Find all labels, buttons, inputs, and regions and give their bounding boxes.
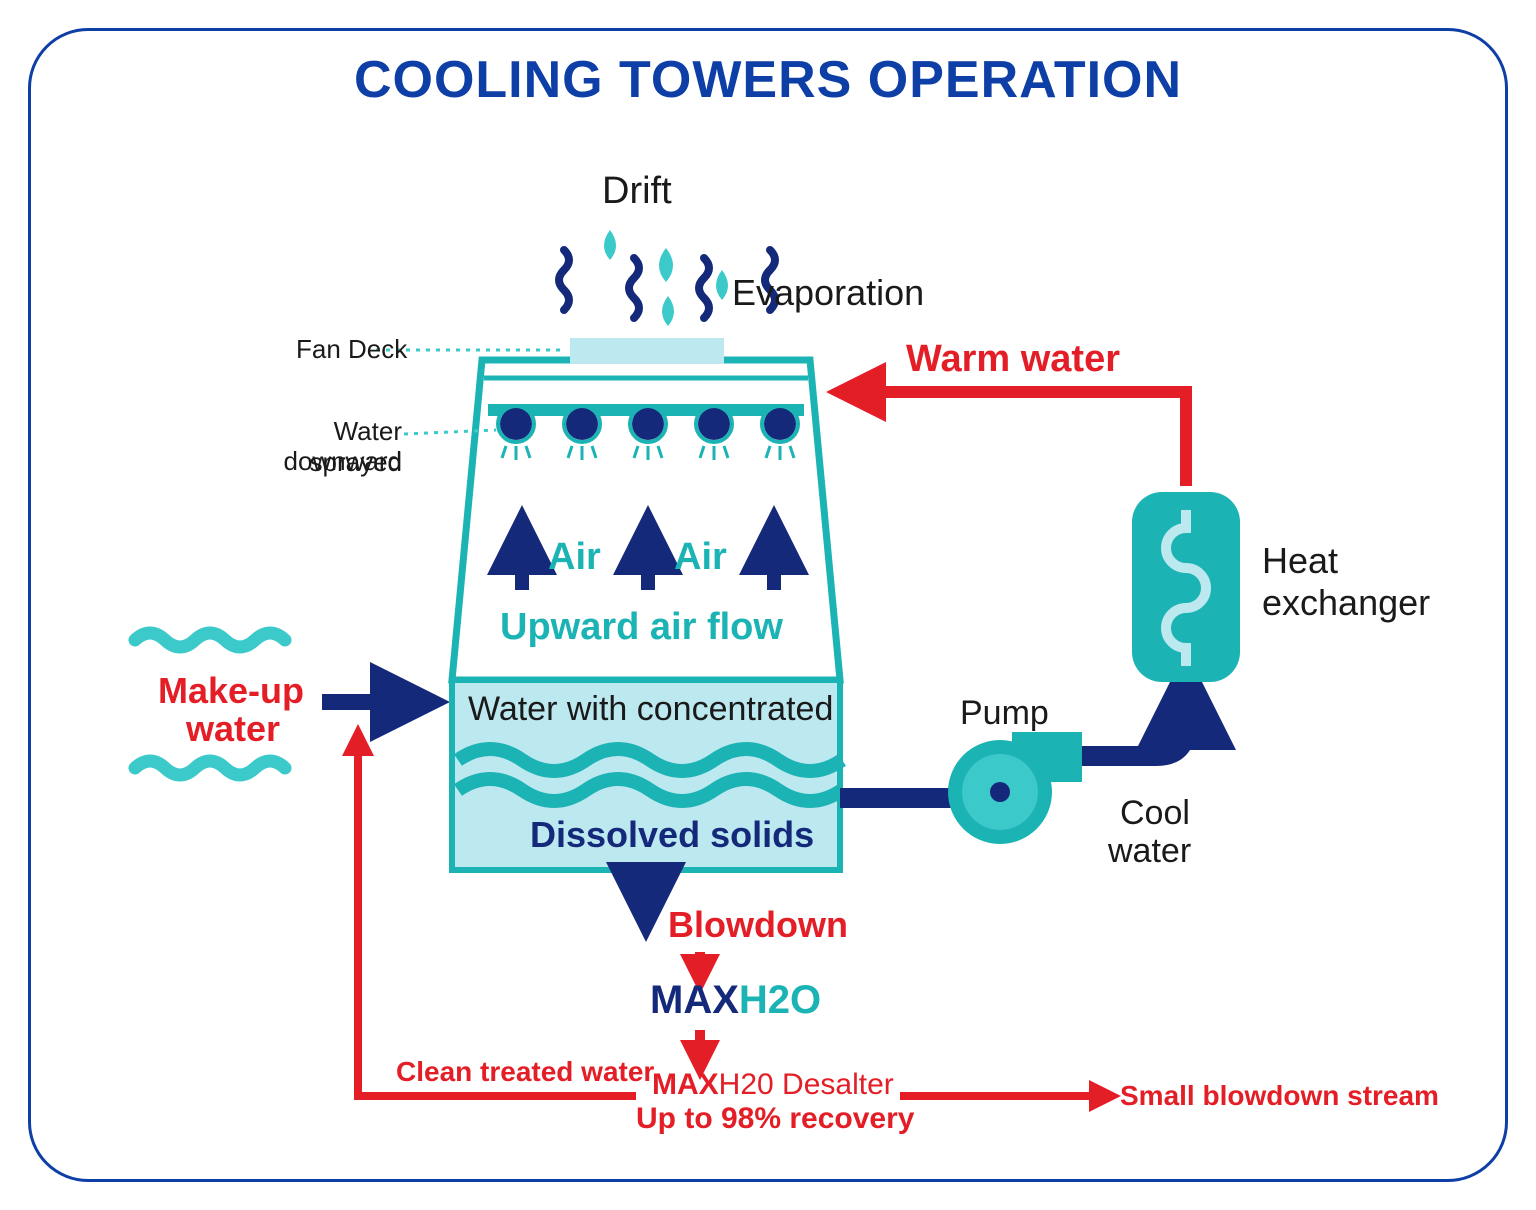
desalter-line2: Up to 98% recovery xyxy=(636,1102,914,1136)
maxh2o-max: MAX xyxy=(650,978,739,1022)
makeup-label-1: Make-up xyxy=(158,670,304,712)
air-label-2: Air xyxy=(674,536,727,579)
fan-deck xyxy=(570,338,724,364)
pump-icon xyxy=(948,732,1082,844)
hex-label-2: exchanger xyxy=(1262,582,1430,624)
hex-label-1: Heat xyxy=(1262,540,1338,582)
warm-water-line xyxy=(856,392,1186,486)
desalter-max: MAX xyxy=(652,1068,719,1101)
blowdown-label: Blowdown xyxy=(668,904,848,946)
maxh2o-o: O xyxy=(790,978,821,1022)
basin-bot-label: Dissolved solids xyxy=(530,814,814,856)
smallbd-label: Small blowdown stream xyxy=(1120,1080,1439,1112)
cleantreated-label: Clean treated water xyxy=(396,1056,654,1088)
heat-exchanger-icon xyxy=(1132,492,1240,682)
maxh2o-logo: MAXH2O xyxy=(650,978,821,1023)
fandeck-label: Fan Deck xyxy=(296,334,407,365)
drift-label: Drift xyxy=(602,170,672,213)
makeup-label-2: water xyxy=(186,708,280,750)
spray-label-2: downward xyxy=(268,446,402,477)
pump-label: Pump xyxy=(960,694,1049,733)
upward-air-label: Upward air flow xyxy=(500,606,783,649)
desalter-rest: H20 Desalter xyxy=(719,1068,894,1101)
pipe-pump-hex xyxy=(1082,700,1186,756)
evaporation-label: Evaporation xyxy=(732,272,924,314)
desalter-line1: MAXH20 Desalter xyxy=(652,1068,894,1102)
warmwater-label: Warm water xyxy=(906,338,1120,381)
maxh2o-h2: H2 xyxy=(739,978,790,1022)
coolwater-label-2: water xyxy=(1108,832,1191,871)
coolwater-label-1: Cool xyxy=(1120,794,1190,833)
air-label-1: Air xyxy=(548,536,601,579)
basin-top-label: Water with concentrated xyxy=(468,690,833,729)
